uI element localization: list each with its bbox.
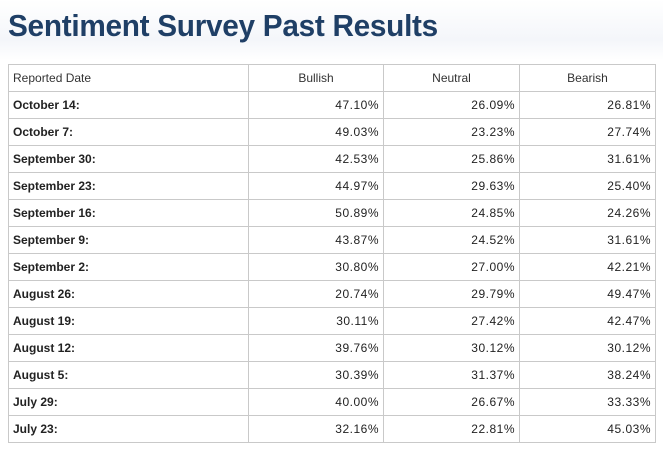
cell-reported-date: July 23: — [8, 415, 249, 443]
cell-neutral: 23.23% — [383, 118, 520, 146]
table-body: October 14: 47.10% 26.09% 26.81% October 7: 4… — [8, 91, 656, 443]
cell-reported-date: July 29: — [8, 388, 249, 416]
cell-bearish: 38.24% — [519, 361, 656, 389]
cell-bullish: 49.03% — [248, 118, 384, 146]
cell-bullish: 30.80% — [248, 253, 384, 281]
table-row: September 16: 50.89% 24.85% 24.26% — [8, 199, 656, 227]
cell-bearish: 27.74% — [519, 118, 656, 146]
table-row: September 9: 43.87% 24.52% 31.61% — [8, 226, 656, 254]
cell-bearish: 26.81% — [519, 91, 656, 119]
table-row: August 12: 39.76% 30.12% 30.12% — [8, 334, 656, 362]
cell-neutral: 26.09% — [383, 91, 520, 119]
cell-bearish: 33.33% — [519, 388, 656, 416]
table-row: September 2: 30.80% 27.00% 42.21% — [8, 253, 656, 281]
cell-bearish: 25.40% — [519, 172, 656, 200]
cell-bearish: 42.21% — [519, 253, 656, 281]
cell-bullish: 32.16% — [248, 415, 384, 443]
cell-neutral: 29.63% — [383, 172, 520, 200]
cell-bearish: 31.61% — [519, 226, 656, 254]
cell-bearish: 24.26% — [519, 199, 656, 227]
column-header-bearish: Bearish — [519, 64, 656, 92]
cell-neutral: 30.12% — [383, 334, 520, 362]
cell-neutral: 24.52% — [383, 226, 520, 254]
results-table: Reported Date Bullish Neutral Bearish Oc… — [8, 64, 656, 443]
cell-bearish: 49.47% — [519, 280, 656, 308]
cell-reported-date: August 26: — [8, 280, 249, 308]
cell-bullish: 30.39% — [248, 361, 384, 389]
cell-neutral: 26.67% — [383, 388, 520, 416]
cell-reported-date: September 2: — [8, 253, 249, 281]
table-row: July 23: 32.16% 22.81% 45.03% — [8, 415, 656, 443]
cell-neutral: 24.85% — [383, 199, 520, 227]
cell-neutral: 25.86% — [383, 145, 520, 173]
table-row: August 5: 30.39% 31.37% 38.24% — [8, 361, 656, 389]
cell-reported-date: September 23: — [8, 172, 249, 200]
table-row: September 30: 42.53% 25.86% 31.61% — [8, 145, 656, 173]
page-title: Sentiment Survey Past Results — [8, 8, 438, 43]
cell-bullish: 30.11% — [248, 307, 384, 335]
cell-bullish: 50.89% — [248, 199, 384, 227]
cell-neutral: 27.42% — [383, 307, 520, 335]
table-row: October 14: 47.10% 26.09% 26.81% — [8, 91, 656, 119]
cell-neutral: 29.79% — [383, 280, 520, 308]
cell-neutral: 27.00% — [383, 253, 520, 281]
table-row: October 7: 49.03% 23.23% 27.74% — [8, 118, 656, 146]
table-row: September 23: 44.97% 29.63% 25.40% — [8, 172, 656, 200]
cell-reported-date: September 9: — [8, 226, 249, 254]
results-table-container: Reported Date Bullish Neutral Bearish Oc… — [8, 64, 656, 443]
cell-neutral: 31.37% — [383, 361, 520, 389]
column-header-bullish: Bullish — [248, 64, 384, 92]
cell-reported-date: September 30: — [8, 145, 249, 173]
cell-bearish: 30.12% — [519, 334, 656, 362]
cell-reported-date: October 7: — [8, 118, 249, 146]
cell-reported-date: September 16: — [8, 199, 249, 227]
cell-bearish: 45.03% — [519, 415, 656, 443]
cell-bullish: 43.87% — [248, 226, 384, 254]
cell-neutral: 22.81% — [383, 415, 520, 443]
cell-bullish: 20.74% — [248, 280, 384, 308]
cell-reported-date: August 5: — [8, 361, 249, 389]
table-row: August 26: 20.74% 29.79% 49.47% — [8, 280, 656, 308]
cell-bullish: 47.10% — [248, 91, 384, 119]
cell-reported-date: August 12: — [8, 334, 249, 362]
cell-bullish: 39.76% — [248, 334, 384, 362]
cell-bearish: 42.47% — [519, 307, 656, 335]
cell-bullish: 40.00% — [248, 388, 384, 416]
column-header-neutral: Neutral — [383, 64, 520, 92]
cell-reported-date: October 14: — [8, 91, 249, 119]
cell-bearish: 31.61% — [519, 145, 656, 173]
table-row: August 19: 30.11% 27.42% 42.47% — [8, 307, 656, 335]
cell-reported-date: August 19: — [8, 307, 249, 335]
table-header-row: Reported Date Bullish Neutral Bearish — [8, 64, 656, 92]
cell-bullish: 44.97% — [248, 172, 384, 200]
column-header-reported-date: Reported Date — [8, 64, 249, 92]
cell-bullish: 42.53% — [248, 145, 384, 173]
table-row: July 29: 40.00% 26.67% 33.33% — [8, 388, 656, 416]
